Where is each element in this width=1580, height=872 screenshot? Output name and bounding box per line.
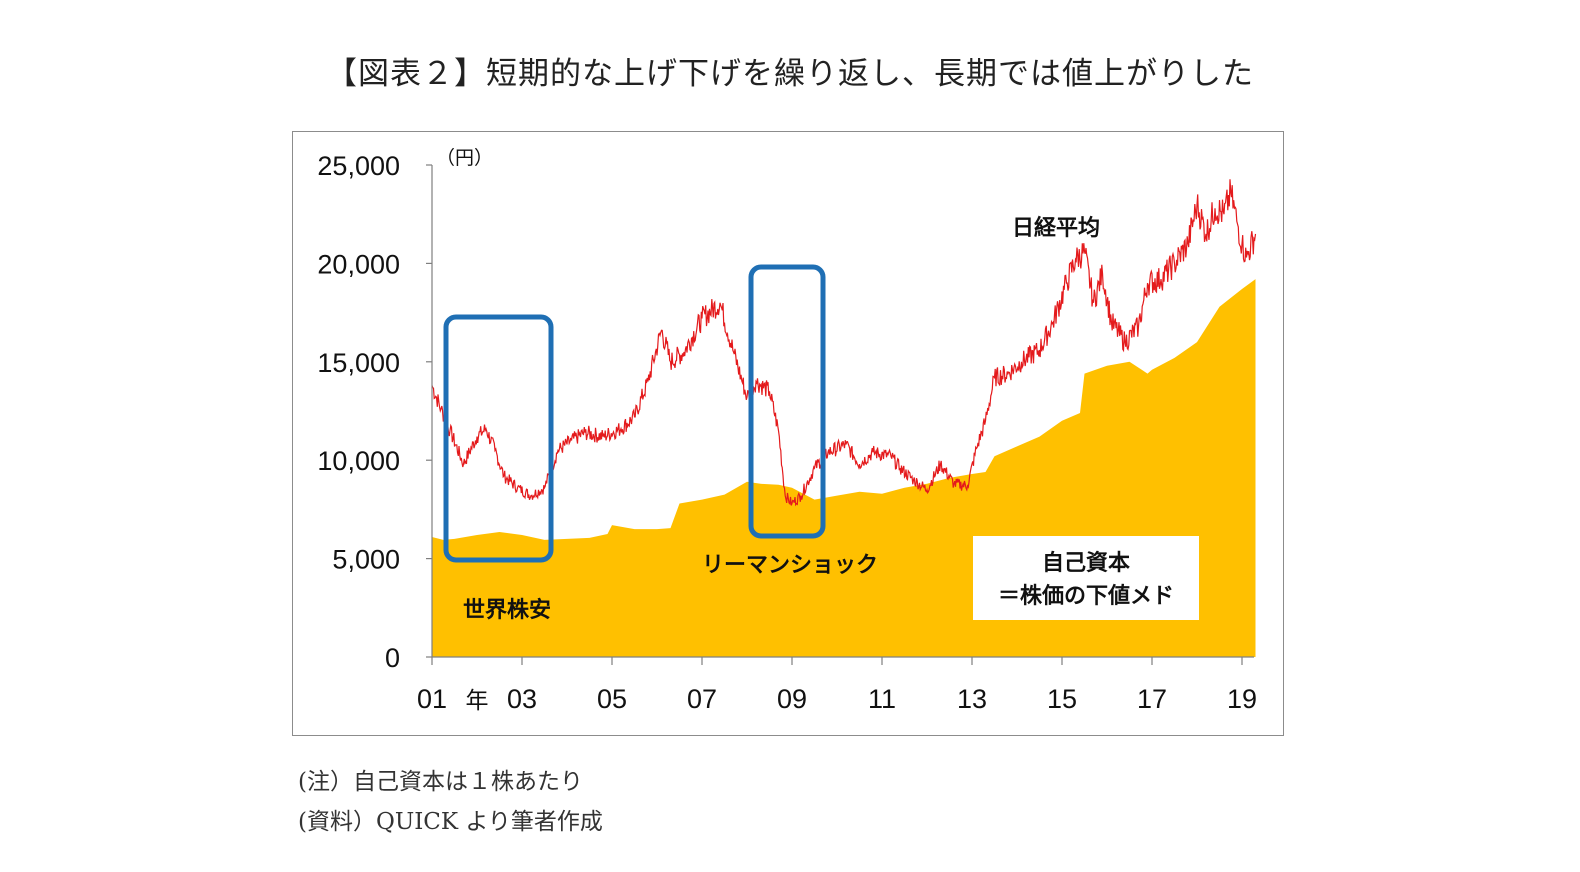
chart-title: 【図表２】短期的な上げ下げを繰り返し、長期では値上がりした xyxy=(326,56,1254,92)
x-tick-label: 07 xyxy=(687,684,717,714)
annotation-label: リーマンショック xyxy=(702,553,878,578)
x-tick-label: 03 xyxy=(507,684,537,714)
x-tick-label: 15 xyxy=(1047,684,1077,714)
x-tick-label: 09 xyxy=(777,684,807,714)
x-tick-label: 11 xyxy=(868,684,896,714)
series-label-nikkei: 日経平均 xyxy=(1012,215,1100,241)
y-tick-label: 25,000 xyxy=(317,151,400,181)
y-tick-label: 20,000 xyxy=(317,249,400,279)
annotation-box xyxy=(748,264,826,539)
nikkei-line xyxy=(431,179,1257,507)
unit-label: （円） xyxy=(436,147,493,169)
year-marker: 年 xyxy=(466,688,489,714)
x-tick-label: 17 xyxy=(1137,684,1167,714)
annotation-box xyxy=(443,314,554,563)
chart-frame xyxy=(292,131,1284,736)
y-tick-label: 5,000 xyxy=(332,545,400,575)
x-tick-label: 13 xyxy=(957,684,987,714)
y-tick-label: 0 xyxy=(385,643,400,673)
x-tick-label: 05 xyxy=(597,684,627,714)
y-tick-label: 10,000 xyxy=(317,446,400,476)
annotation-label: 世界株安 xyxy=(463,597,551,623)
series-label-equity-sub: ＝株価の下値メド xyxy=(998,584,1174,609)
x-tick-label: 19 xyxy=(1227,684,1257,714)
source-line: (資料）QUICK より筆者作成 xyxy=(298,809,603,835)
series-label-equity: 自己資本 xyxy=(1042,550,1130,576)
note-line: (注）自己資本は１株あたり xyxy=(298,769,583,795)
equity-label-box xyxy=(973,536,1199,620)
x-tick-label: 01 xyxy=(417,684,447,714)
y-tick-label: 15,000 xyxy=(317,348,400,378)
